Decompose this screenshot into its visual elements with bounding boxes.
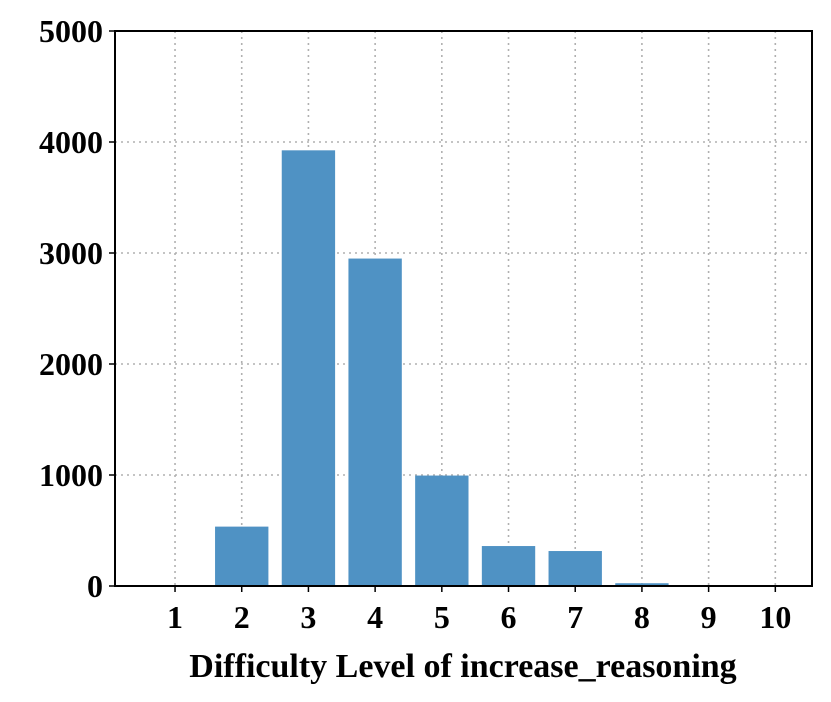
bar-level-4 [348, 258, 402, 586]
y-tick-label: 0 [87, 568, 103, 604]
x-tick-label: 2 [234, 599, 250, 635]
y-tick-label: 3000 [39, 235, 103, 271]
x-axis-title: Difficulty Level of increase_reasoning [189, 648, 736, 685]
x-tick-label: 10 [759, 599, 791, 635]
y-tick-label: 4000 [39, 124, 103, 160]
bar-level-3 [281, 150, 336, 586]
x-tick-label: 3 [300, 599, 316, 635]
ticks: 0 1000 2000 3000 4000 5000 1 2 3 4 5 6 7 8 9 10 [39, 13, 791, 635]
bar-level-5 [415, 475, 469, 586]
y-tick-label: 1000 [39, 457, 103, 493]
x-tick-label: 4 [367, 599, 383, 635]
bar-level-2 [215, 526, 269, 586]
y-tick-label: 2000 [39, 346, 103, 382]
x-tick-label: 9 [701, 599, 717, 635]
bar-level-7 [548, 551, 602, 586]
plot-frame [114, 30, 813, 587]
bar-level-8 [615, 583, 669, 586]
bar-level-6 [481, 546, 536, 586]
y-tick-label: 5000 [39, 13, 103, 49]
bars [215, 150, 669, 586]
x-tick-label: 5 [434, 599, 450, 635]
x-tick-label: 6 [501, 599, 517, 635]
x-tick-label: 7 [567, 599, 583, 635]
x-tick-label: 1 [167, 599, 183, 635]
x-tick-label: 8 [634, 599, 650, 635]
